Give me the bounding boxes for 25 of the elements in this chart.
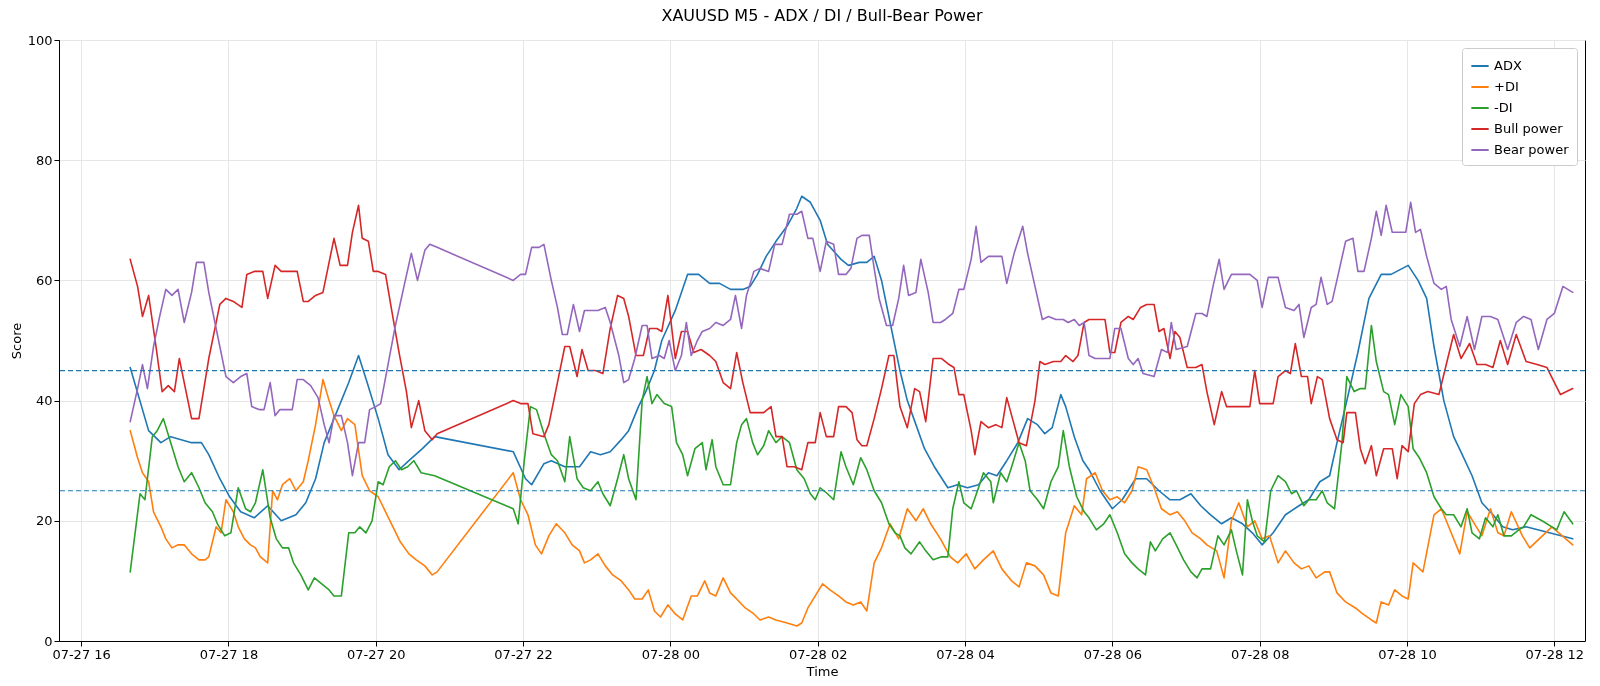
y-tick-label: 0 xyxy=(44,633,53,649)
x-tick-label: 07-27 16 xyxy=(52,646,111,662)
y-tick-label: 20 xyxy=(35,513,53,529)
legend-label: -DI xyxy=(1494,100,1513,115)
x-tick-label: 07-27 22 xyxy=(494,646,553,662)
x-tick-label: 07-28 02 xyxy=(788,646,848,662)
legend-label: Bull power xyxy=(1494,121,1564,136)
x-tick-label: 07-28 08 xyxy=(1230,646,1290,662)
y-tick-label: 60 xyxy=(35,272,53,288)
x-tick-label: 07-27 18 xyxy=(199,646,259,662)
legend-label: +DI xyxy=(1494,79,1519,94)
chart-title: XAUUSD M5 - ADX / DI / Bull-Bear Power xyxy=(661,6,983,25)
y-tick-label: 40 xyxy=(35,393,53,409)
x-tick-label: 07-28 00 xyxy=(641,646,701,662)
x-axis-title: Time xyxy=(805,663,839,679)
y-axis-title: Score xyxy=(8,322,24,360)
x-tick-label: 07-28 12 xyxy=(1525,646,1585,662)
legend-label: Bear power xyxy=(1494,142,1570,157)
x-tick-label: 07-28 06 xyxy=(1083,646,1143,662)
y-tick-label: 100 xyxy=(27,32,53,48)
legend-label: ADX xyxy=(1494,58,1522,73)
x-tick-label: 07-28 04 xyxy=(936,646,995,662)
x-tick-label: 07-27 20 xyxy=(347,646,406,662)
x-tick-label: 07-28 10 xyxy=(1378,646,1437,662)
y-tick-label: 80 xyxy=(35,152,53,168)
